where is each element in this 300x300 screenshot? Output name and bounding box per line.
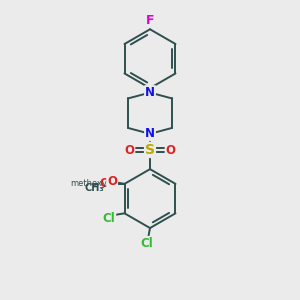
Text: methoxy: methoxy [71, 179, 108, 188]
Text: F: F [146, 14, 154, 27]
Text: O: O [166, 143, 176, 157]
Text: O: O [99, 177, 109, 190]
Text: Cl: Cl [141, 237, 153, 250]
Text: S: S [145, 143, 155, 157]
Text: O: O [124, 143, 134, 157]
Text: Cl: Cl [103, 212, 115, 225]
Text: O: O [107, 175, 117, 188]
Text: N: N [145, 86, 155, 99]
Text: CH₃: CH₃ [84, 183, 104, 193]
Text: N: N [145, 127, 155, 140]
